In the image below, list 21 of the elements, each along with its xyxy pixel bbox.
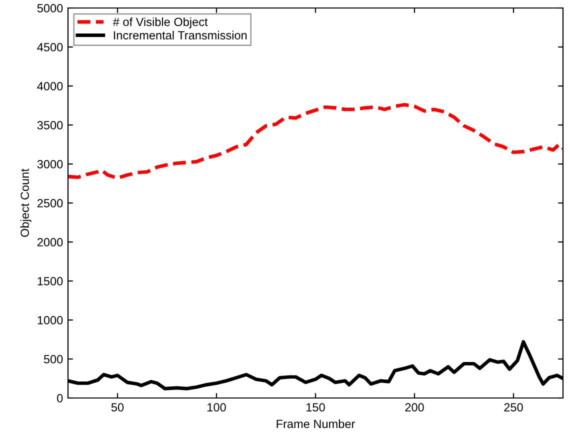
y-tick-label: 3500 bbox=[37, 121, 63, 130]
legend-label: # of Visible Object bbox=[112, 17, 208, 28]
y-tick-label: 1000 bbox=[38, 316, 63, 324]
x-tick-label: 100 bbox=[208, 403, 226, 412]
y-axis-title: Object Count bbox=[20, 168, 32, 237]
line-series bbox=[68, 102, 563, 180]
x-tick-label: 200 bbox=[405, 403, 424, 412]
x-tick-label: 150 bbox=[306, 403, 325, 412]
y-tick-label: 2000 bbox=[37, 238, 63, 246]
y-tick-label: 3000 bbox=[37, 160, 63, 168]
x-axis-title: Frame Number bbox=[276, 419, 355, 428]
legend-label: Incremental Transmission bbox=[114, 30, 247, 40]
x-tick-label: 50 bbox=[111, 403, 124, 412]
y-tick-label: 0 bbox=[57, 394, 63, 402]
y-tick-label: 1500 bbox=[38, 277, 63, 286]
y-tick-label: 4000 bbox=[37, 82, 63, 90]
y-tick-label: 500 bbox=[44, 355, 63, 364]
y-tick-label: 4500 bbox=[37, 43, 63, 52]
y-tick-label: 2500 bbox=[37, 199, 63, 208]
y-tick-label: 5000 bbox=[37, 4, 63, 12]
x-tick-label: 250 bbox=[504, 403, 523, 412]
